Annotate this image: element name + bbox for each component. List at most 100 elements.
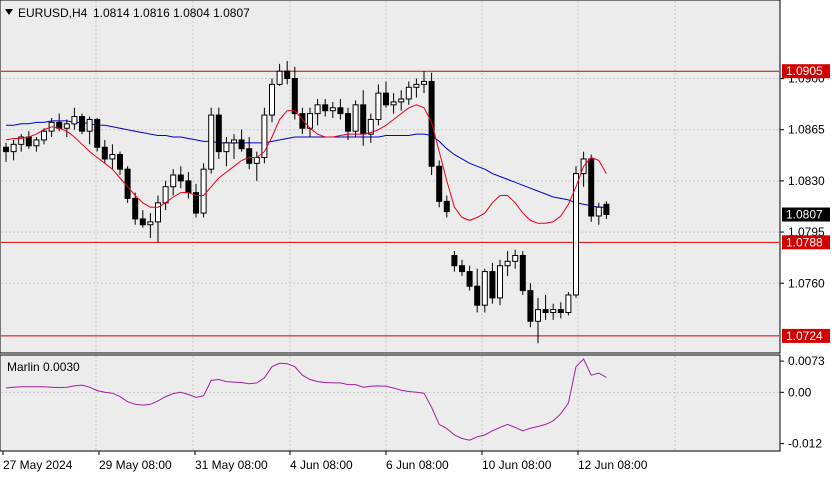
- candle-body-bull: [269, 83, 275, 116]
- candle[interactable]: [208, 107, 215, 174]
- candle[interactable]: [504, 251, 511, 276]
- candle[interactable]: [231, 134, 237, 159]
- candle[interactable]: [535, 297, 541, 344]
- candle[interactable]: [329, 101, 336, 118]
- candle[interactable]: [352, 100, 359, 138]
- indicator-grid: [1, 356, 779, 450]
- candle-body-bear: [177, 174, 184, 182]
- candle[interactable]: [595, 202, 602, 225]
- candle-body-bear: [542, 309, 549, 314]
- candle-body-bull: [223, 142, 230, 153]
- candle[interactable]: [215, 107, 222, 159]
- candle[interactable]: [170, 169, 177, 196]
- candle[interactable]: [337, 98, 344, 120]
- candle[interactable]: [79, 113, 85, 135]
- collapse-triangle-icon[interactable]: [5, 9, 13, 15]
- candle-body-bear: [79, 116, 85, 132]
- candle[interactable]: [565, 292, 572, 316]
- indicator-label: Marlin 0.0030: [7, 360, 80, 374]
- candle-body-bear: [215, 114, 222, 153]
- candle-body-bear: [474, 285, 481, 306]
- candle[interactable]: [588, 154, 595, 222]
- candle[interactable]: [443, 195, 450, 218]
- candle[interactable]: [246, 137, 253, 170]
- candle[interactable]: [117, 151, 123, 176]
- candle[interactable]: [276, 63, 283, 86]
- candle[interactable]: [421, 71, 427, 94]
- candle[interactable]: [527, 283, 534, 328]
- candle[interactable]: [497, 259, 503, 306]
- candle[interactable]: [519, 251, 526, 295]
- candle[interactable]: [322, 98, 329, 117]
- candle[interactable]: [94, 118, 101, 152]
- candle[interactable]: [86, 116, 93, 145]
- candle[interactable]: [436, 160, 443, 208]
- candle[interactable]: [33, 137, 40, 152]
- candle[interactable]: [223, 137, 230, 167]
- candle[interactable]: [390, 93, 397, 114]
- candle-body-bull: [231, 139, 237, 144]
- indicator-panel[interactable]: [0, 354, 781, 452]
- candle[interactable]: [466, 265, 473, 291]
- candle[interactable]: [101, 139, 108, 164]
- candle[interactable]: [200, 163, 207, 218]
- price-tick-label: 1.0830: [788, 174, 825, 188]
- candle-body-bear: [101, 146, 108, 160]
- candle[interactable]: [139, 210, 146, 228]
- candle[interactable]: [405, 81, 412, 105]
- candle[interactable]: [557, 302, 564, 319]
- candle[interactable]: [147, 213, 154, 238]
- candle[interactable]: [398, 90, 405, 111]
- candle-body-bear: [238, 139, 245, 150]
- candle[interactable]: [155, 195, 161, 243]
- candle[interactable]: [481, 268, 488, 313]
- candle[interactable]: [109, 144, 116, 170]
- candle[interactable]: [63, 119, 70, 138]
- candle[interactable]: [314, 98, 321, 126]
- candle-body-bear: [443, 200, 450, 213]
- candle[interactable]: [550, 303, 557, 320]
- candle[interactable]: [18, 134, 25, 152]
- candle[interactable]: [573, 166, 579, 298]
- candle[interactable]: [489, 262, 496, 304]
- candle[interactable]: [193, 183, 199, 218]
- time-tick-label: 4 Jun 08:00: [290, 458, 353, 472]
- price-panel[interactable]: [0, 0, 781, 354]
- symbol-label: EURUSD,H4: [18, 6, 88, 20]
- candle[interactable]: [177, 166, 184, 189]
- candle[interactable]: [10, 139, 17, 161]
- candle[interactable]: [383, 81, 389, 108]
- candle[interactable]: [238, 129, 245, 152]
- time-tick-label: 12 Jun 08:00: [578, 458, 648, 472]
- candle[interactable]: [459, 259, 465, 276]
- candle-body-bear: [284, 70, 291, 80]
- candle-body-bear: [489, 271, 496, 299]
- candle[interactable]: [474, 268, 481, 313]
- candle[interactable]: [299, 107, 306, 135]
- candle-body-bear: [603, 203, 610, 216]
- candle[interactable]: [375, 84, 382, 126]
- candle-body-bull: [497, 265, 503, 299]
- candle-body-bull: [63, 123, 70, 129]
- candle[interactable]: [542, 294, 549, 320]
- candle[interactable]: [367, 113, 374, 143]
- candle[interactable]: [413, 78, 420, 98]
- candle[interactable]: [603, 201, 610, 219]
- candle[interactable]: [284, 60, 291, 85]
- candle[interactable]: [269, 78, 275, 123]
- candle[interactable]: [3, 142, 9, 162]
- candle-body-bear: [383, 92, 389, 106]
- candle[interactable]: [41, 128, 47, 145]
- candle[interactable]: [512, 249, 519, 269]
- candle-body-bull: [10, 143, 17, 153]
- candle[interactable]: [71, 107, 78, 130]
- time-axis: 27 May 2024 29 May 08:00 31 May 08:00 4 Jun…: [2, 451, 648, 472]
- candle-body-bull: [170, 174, 177, 188]
- candle-body-bear: [345, 113, 351, 132]
- candle-body-bear: [459, 265, 465, 273]
- candle[interactable]: [261, 107, 268, 164]
- candle[interactable]: [132, 192, 139, 225]
- candle[interactable]: [451, 251, 458, 272]
- indicator-axis: 0.0073 0.00 -0.012: [780, 354, 825, 451]
